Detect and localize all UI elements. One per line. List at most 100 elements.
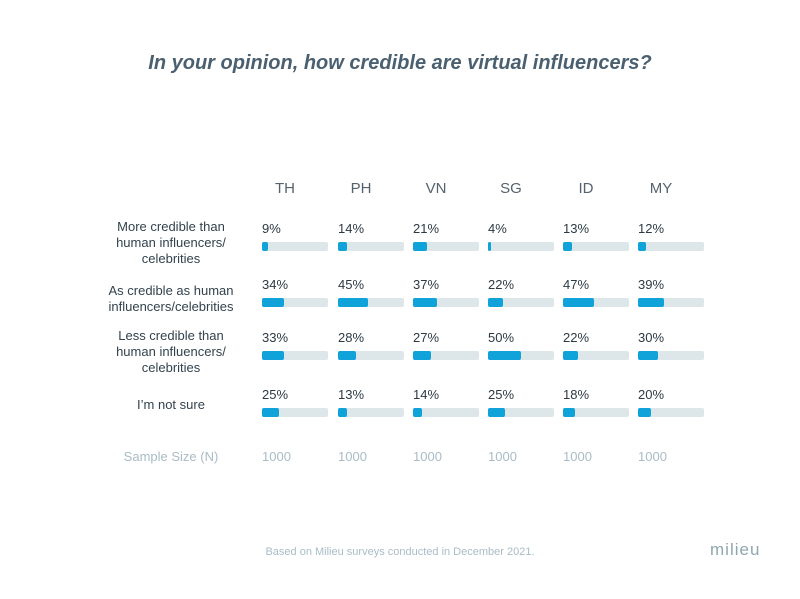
bar-fill (413, 408, 423, 417)
bar-fill (563, 242, 572, 251)
data-label: 20% (638, 387, 665, 402)
bar-track (413, 408, 479, 417)
bar-track (262, 242, 328, 251)
bar-track (563, 408, 629, 417)
bar-fill (338, 298, 368, 307)
sample-size-vn: 1000 (413, 449, 442, 464)
data-label: 37% (413, 277, 440, 292)
bar-track (262, 408, 328, 417)
bar-track (638, 408, 704, 417)
bar-cell: 12% (638, 221, 704, 251)
bar-fill (413, 242, 427, 251)
data-label: 21% (413, 221, 440, 236)
bar-cell: 13% (563, 221, 629, 251)
bar-track (488, 408, 554, 417)
bar-fill (638, 298, 664, 307)
bar-track (488, 351, 554, 360)
bar-fill (413, 298, 438, 307)
bar-cell: 9% (262, 221, 328, 251)
data-label: 45% (338, 277, 365, 292)
bar-track (338, 351, 404, 360)
bar-cell: 18% (563, 387, 629, 417)
row-label: As credible as human influencers/celebrit… (108, 283, 234, 314)
bar-fill (638, 408, 652, 417)
row-label: More credible than human influencers/cele… (116, 219, 226, 266)
data-label: 25% (488, 387, 515, 402)
bar-cell: 45% (338, 277, 404, 307)
data-label: 50% (488, 330, 515, 345)
bar-fill (262, 408, 279, 417)
bar-track (413, 242, 479, 251)
bar-cell: 25% (262, 387, 328, 417)
data-label: 14% (338, 221, 365, 236)
bar-fill (563, 408, 575, 417)
data-label: 47% (563, 277, 590, 292)
bar-track (488, 298, 554, 307)
bar-cell: 14% (338, 221, 404, 251)
column-header-th: TH (275, 180, 295, 197)
bar-cell: 28% (338, 330, 404, 360)
bar-fill (638, 351, 658, 360)
bar-cell: 30% (638, 330, 704, 360)
data-label: 9% (262, 221, 281, 236)
bar-cell: 22% (488, 277, 554, 307)
data-label: 25% (262, 387, 289, 402)
data-label: 39% (638, 277, 665, 292)
bar-cell: 39% (638, 277, 704, 307)
data-label: 14% (413, 387, 440, 402)
bar-track (338, 408, 404, 417)
bar-fill (638, 242, 646, 251)
bar-track (563, 351, 629, 360)
bar-track (488, 242, 554, 251)
data-label: 33% (262, 330, 289, 345)
sample-size-ph: 1000 (338, 449, 367, 464)
bar-cell: 13% (338, 387, 404, 417)
column-header-vn: VN (425, 180, 447, 197)
data-label: 4% (488, 221, 507, 236)
data-label: 13% (563, 221, 590, 236)
row-label: I’m not sure (137, 397, 205, 412)
bar-fill (338, 242, 348, 251)
column-header-my: MY (649, 180, 673, 197)
data-label: 27% (413, 330, 440, 345)
column-header-id: ID (578, 180, 594, 197)
sample-size-my: 1000 (638, 449, 667, 464)
bar-fill (488, 242, 491, 251)
bar-fill (563, 351, 578, 360)
data-label: 28% (338, 330, 365, 345)
bar-cell: 47% (563, 277, 629, 307)
bar-cell: 22% (563, 330, 629, 360)
sample-size-th: 1000 (262, 449, 291, 464)
column-header-sg: SG (500, 180, 522, 197)
bar-cell: 4% (488, 221, 554, 251)
bar-track (262, 298, 328, 307)
bar-fill (262, 242, 268, 251)
bar-fill (262, 351, 284, 360)
bar-cell: 27% (413, 330, 479, 360)
data-label: 34% (262, 277, 289, 292)
data-label: 22% (488, 277, 515, 292)
data-label: 22% (563, 330, 590, 345)
sample-size-sg: 1000 (488, 449, 517, 464)
bar-fill (488, 408, 505, 417)
bar-cell: 50% (488, 330, 554, 360)
bar-cell: 37% (413, 277, 479, 307)
data-label: 30% (638, 330, 665, 345)
bar-track (413, 351, 479, 360)
bar-cell: 14% (413, 387, 479, 417)
bar-track (638, 298, 704, 307)
bar-track (638, 242, 704, 251)
bar-fill (413, 351, 431, 360)
bar-track (338, 242, 404, 251)
bar-track (338, 298, 404, 307)
bar-fill (563, 298, 595, 307)
sample-size-id: 1000 (563, 449, 592, 464)
bar-track (262, 351, 328, 360)
column-header-ph: PH (350, 180, 372, 197)
milieu-logo: milieu (710, 540, 761, 559)
bar-fill (338, 351, 357, 360)
bar-cell: 21% (413, 221, 479, 251)
bar-fill (488, 298, 503, 307)
data-label: 18% (563, 387, 590, 402)
bar-cell: 25% (488, 387, 554, 417)
